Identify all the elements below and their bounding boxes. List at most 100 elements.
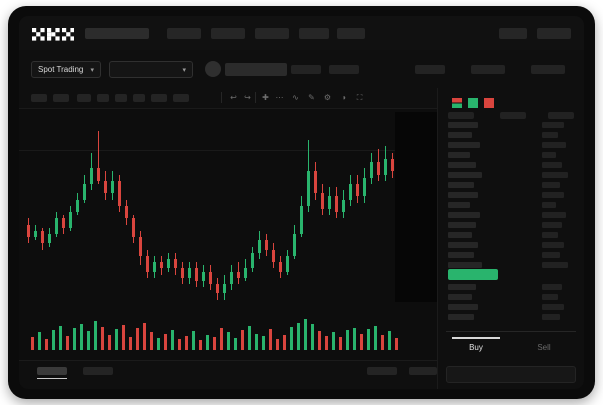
candle bbox=[370, 152, 373, 184]
settings-icon[interactable]: ⚙ bbox=[323, 93, 332, 102]
orderbook-row-ask[interactable] bbox=[448, 252, 474, 258]
candle bbox=[202, 265, 205, 288]
candle-body bbox=[286, 255, 289, 272]
orderbook-row-total bbox=[542, 162, 562, 168]
orderbook-bids-icon[interactable] bbox=[468, 95, 478, 108]
trading-pair-select[interactable]: ▾ bbox=[109, 61, 193, 78]
interval-time[interactable] bbox=[31, 94, 47, 102]
trading-mode-select[interactable]: Spot Trading ▾ bbox=[31, 61, 101, 78]
candle bbox=[181, 262, 184, 285]
orderbook-row-total bbox=[542, 142, 566, 148]
orderbook-row-ask[interactable] bbox=[448, 172, 482, 178]
tab-positions[interactable] bbox=[367, 367, 397, 375]
nav-item-trade[interactable] bbox=[211, 28, 245, 39]
candle-body bbox=[188, 268, 191, 278]
tab-sell[interactable]: Sell bbox=[537, 343, 551, 352]
trading-mode-label: Spot Trading bbox=[38, 65, 84, 74]
orderbook-row-ask[interactable] bbox=[448, 222, 476, 228]
orderbook-row-ask[interactable] bbox=[448, 132, 472, 138]
candle bbox=[258, 230, 261, 260]
market-info-bar: Spot Trading ▾ ▾ bbox=[19, 50, 584, 89]
orderbook-row-total bbox=[542, 122, 564, 128]
volume-bar bbox=[304, 319, 307, 350]
candle-body bbox=[251, 252, 254, 269]
orderbook-row-ask[interactable] bbox=[448, 122, 478, 128]
orderbook-row-ask[interactable] bbox=[448, 212, 480, 218]
brush-icon[interactable]: ✎ bbox=[308, 93, 315, 102]
candle-body bbox=[41, 230, 44, 244]
orderbook-row-ask[interactable] bbox=[448, 242, 478, 248]
orderbook-row-ask[interactable] bbox=[448, 284, 476, 290]
candle-body bbox=[321, 193, 324, 209]
interval-4h[interactable] bbox=[115, 94, 127, 102]
redo-icon[interactable]: ↪ bbox=[244, 93, 251, 102]
orderbook-both-icon[interactable] bbox=[452, 95, 462, 108]
orderbook-row-total bbox=[542, 172, 568, 178]
candle bbox=[146, 249, 149, 278]
orderbook-row-ask[interactable] bbox=[448, 262, 482, 268]
candle-body bbox=[139, 237, 142, 256]
interval-more[interactable] bbox=[173, 94, 189, 102]
orderbook-row-ask[interactable] bbox=[448, 232, 472, 238]
nav-item-markets[interactable] bbox=[167, 28, 201, 39]
stat-24h-low bbox=[415, 65, 445, 74]
orderbook-row-ask[interactable] bbox=[448, 192, 478, 198]
candle bbox=[272, 243, 275, 269]
candle bbox=[55, 212, 58, 238]
volume-bar bbox=[381, 334, 384, 350]
candle bbox=[384, 146, 387, 181]
active-tab-underline bbox=[452, 337, 500, 339]
trendline-icon[interactable]: ⋯ bbox=[275, 93, 284, 102]
nav-item-derivatives[interactable] bbox=[255, 28, 289, 39]
chart-overlay-shadow bbox=[395, 112, 442, 302]
tab-assets[interactable] bbox=[409, 367, 437, 375]
tab-order-history[interactable] bbox=[83, 367, 113, 375]
orderbook-row-ask[interactable] bbox=[448, 294, 472, 300]
candle bbox=[356, 174, 359, 203]
okx-logo-icon[interactable] bbox=[31, 27, 75, 41]
orderbook-row-ask[interactable] bbox=[448, 162, 476, 168]
volume-bar bbox=[290, 326, 293, 350]
nav-item-sign-up[interactable] bbox=[537, 28, 571, 39]
nav-item-buy-crypto[interactable] bbox=[85, 28, 149, 39]
tab-open-orders[interactable] bbox=[37, 367, 67, 375]
interval-15m[interactable] bbox=[77, 94, 91, 102]
candle bbox=[125, 199, 128, 225]
orderbook-row-ask[interactable] bbox=[448, 182, 474, 188]
price-chart[interactable] bbox=[19, 108, 437, 360]
orderbook-row-ask[interactable] bbox=[448, 142, 480, 148]
nav-item-log-in[interactable] bbox=[499, 28, 527, 39]
volume-bar bbox=[192, 331, 195, 350]
indicator-icon[interactable]: ∿ bbox=[292, 93, 299, 102]
candle bbox=[48, 227, 51, 247]
price-field[interactable] bbox=[446, 366, 576, 383]
crosshair-icon[interactable]: ✚ bbox=[262, 93, 269, 102]
tab-buy[interactable]: Buy bbox=[469, 343, 483, 352]
orderbook-row-ask[interactable] bbox=[448, 202, 470, 208]
candle-body bbox=[132, 218, 135, 238]
interval-1w[interactable] bbox=[151, 94, 167, 102]
nav-item-more[interactable] bbox=[337, 28, 365, 39]
candle-body bbox=[272, 249, 275, 263]
interval-1h[interactable] bbox=[97, 94, 109, 102]
interval-1m[interactable] bbox=[53, 94, 69, 102]
candle-body bbox=[328, 196, 331, 209]
nav-item-earn[interactable] bbox=[299, 28, 329, 39]
volume-bar bbox=[199, 340, 202, 350]
candle-body bbox=[244, 268, 247, 278]
orderbook-row-ask[interactable] bbox=[448, 304, 478, 310]
orderbook-row-ask[interactable] bbox=[448, 314, 474, 320]
candle-body bbox=[384, 158, 387, 175]
orderbook-row-total bbox=[542, 132, 558, 138]
orderbook-asks-icon[interactable] bbox=[484, 95, 494, 108]
magnet-icon[interactable]: ◑ bbox=[341, 93, 346, 102]
interval-1d[interactable] bbox=[133, 94, 145, 102]
fullscreen-icon[interactable]: ⛶ bbox=[356, 93, 363, 102]
orderbook-row-ask[interactable] bbox=[448, 152, 470, 158]
candle-body bbox=[279, 262, 282, 272]
undo-icon[interactable]: ↩ bbox=[230, 93, 237, 102]
volume-bar bbox=[318, 331, 321, 350]
candle bbox=[160, 255, 163, 275]
candle-body bbox=[48, 233, 51, 244]
